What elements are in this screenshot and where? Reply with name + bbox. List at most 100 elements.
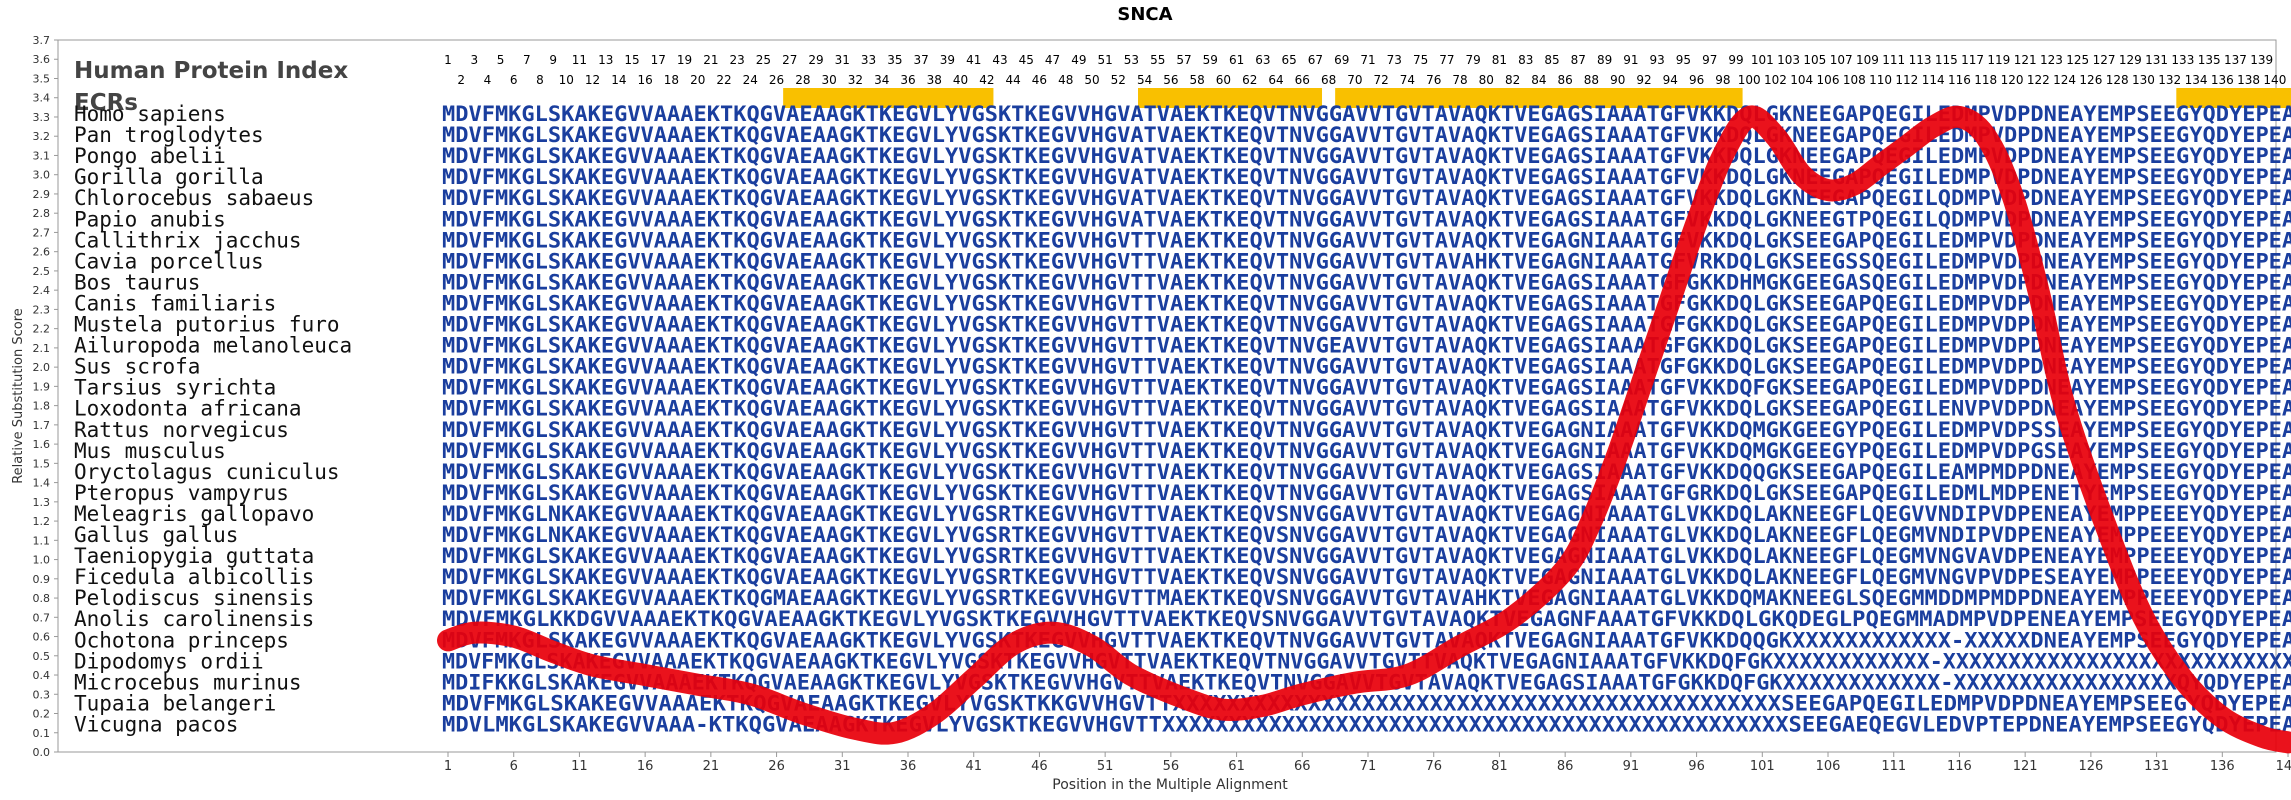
y-tick-label: 2.9: [33, 188, 51, 201]
x-tick-label: 106: [1816, 759, 1841, 774]
x-tick-label: 46: [1031, 759, 1048, 774]
y-tick-label: 1.2: [33, 515, 51, 528]
position-number-even: 104: [1790, 73, 1813, 87]
position-number-odd: 25: [756, 53, 771, 67]
position-number-odd: 37: [914, 53, 929, 67]
y-tick-label: 2.7: [33, 226, 51, 239]
position-number-even: 18: [664, 73, 679, 87]
position-number-odd: 79: [1466, 53, 1481, 67]
position-number-even: 124: [2053, 73, 2076, 87]
position-number-even: 10: [559, 73, 574, 87]
position-number-odd: 11: [572, 53, 587, 67]
position-number-odd: 137: [2224, 53, 2247, 67]
position-number-even: 108: [1843, 73, 1866, 87]
position-number-even: 80: [1479, 73, 1494, 87]
position-number-odd: 59: [1203, 53, 1218, 67]
species-name: Loxodonta africana: [74, 397, 302, 421]
position-number-even: 54: [1137, 73, 1152, 87]
position-number-odd: 97: [1702, 53, 1717, 67]
position-number-odd: 83: [1518, 53, 1533, 67]
y-tick-label: 0.5: [33, 650, 51, 663]
sequence-row: MDVFMKGLKKDGVVAAAEKTKQGVAEAAGKTKEGVLYVGS…: [442, 607, 2291, 631]
y-tick-label: 2.5: [33, 265, 51, 278]
x-tick-label: 41: [965, 759, 982, 774]
sequence-row: MDVFMKGLSKAKEGVVAAAEKTKQGVAEAAGKTKEGVLYV…: [442, 334, 2291, 358]
sequence-alignment: Homo sapiens MDVFMKGLSKAKEGVVAAAEKTKQGVAE…: [74, 102, 2291, 736]
x-tick-label: 61: [1228, 759, 1245, 774]
position-number-even: 112: [1895, 73, 1918, 87]
position-number-odd: 111: [1882, 53, 1905, 67]
position-number-odd: 69: [1334, 53, 1349, 67]
position-number-even: 22: [716, 73, 731, 87]
sequence-row: MDVFMKGLSKAKEGVVAAAEKTKQGVAEAAGKTKEGVLYV…: [442, 439, 2291, 463]
x-tick-label: 111: [1881, 759, 1906, 774]
sequence-row: MDVFMKGLNKAKEGVVAAAEKTKQGVAEAAGKTKEGVLYV…: [442, 502, 2291, 526]
x-tick-label: 96: [1688, 759, 1705, 774]
x-tick-label: 56: [1163, 759, 1180, 774]
position-number-odd: 93: [1650, 53, 1665, 67]
position-number-even: 44: [1006, 73, 1021, 87]
position-number-even: 74: [1400, 73, 1415, 87]
position-number-even: 116: [1948, 73, 1971, 87]
y-tick-label: 2.1: [33, 342, 51, 355]
y-tick-label: 3.2: [33, 130, 51, 143]
position-number-odd: 31: [835, 53, 850, 67]
position-number-odd: 87: [1571, 53, 1586, 67]
x-tick-label: 6: [510, 759, 518, 774]
position-number-odd: 95: [1676, 53, 1691, 67]
position-number-even: 82: [1505, 73, 1520, 87]
position-number-odd: 115: [1935, 53, 1958, 67]
y-tick-label: 1.1: [33, 534, 51, 547]
species-name: Oryctolagus cuniculus: [74, 460, 340, 484]
position-number-even: 110: [1869, 73, 1892, 87]
position-number-even: 70: [1347, 73, 1362, 87]
position-number-odd: 125: [2066, 53, 2089, 67]
ecr-bar: [783, 88, 994, 108]
position-number-even: 28: [795, 73, 810, 87]
x-tick-label: 66: [1294, 759, 1311, 774]
x-tick-label: 121: [2013, 759, 2038, 774]
y-tick-label: 2.3: [33, 303, 51, 316]
position-number-odd: 91: [1623, 53, 1638, 67]
position-number-even: 84: [1531, 73, 1546, 87]
position-number-even: 122: [2027, 73, 2050, 87]
position-number-even: 88: [1584, 73, 1599, 87]
position-number-odd: 65: [1282, 53, 1297, 67]
sequence-row: MDVFMKGLSKAKEGVVAAAEKTKQGVAEAAGKTKEGVLYV…: [442, 460, 2291, 484]
y-tick-label: 2.4: [33, 284, 51, 297]
position-number-odd: 45: [1019, 53, 1034, 67]
ecr-bar: [2176, 88, 2291, 108]
x-tick-label: 1: [444, 759, 452, 774]
x-tick-label: 91: [1623, 759, 1640, 774]
x-tick-label: 141: [2276, 759, 2291, 774]
position-number-odd: 15: [624, 53, 639, 67]
y-tick-label: 3.5: [33, 72, 51, 85]
position-number-even: 96: [1689, 73, 1704, 87]
position-number-even: 78: [1452, 73, 1467, 87]
y-tick-label: 2.8: [33, 207, 51, 220]
species-name: Tupaia belangeri: [74, 691, 276, 715]
y-tick-label: 2.2: [33, 323, 51, 336]
position-number-odd: 51: [1098, 53, 1113, 67]
position-number-even: 4: [484, 73, 492, 87]
position-number-even: 24: [743, 73, 758, 87]
sequence-row: MDVFMKGLSKAKEGVVAAAEKTKQGVAEAAGKTKEGVLYV…: [442, 291, 2291, 315]
species-name: Rattus norvegicus: [74, 418, 289, 442]
sequence-row: MDVFMKGLSKAKEGVVAAAEKTKQGVAEAAGKTKEGVLYV…: [442, 270, 2291, 294]
position-number-even: 64: [1268, 73, 1283, 87]
position-number-even: 46: [1032, 73, 1047, 87]
x-tick-label: 76: [1425, 759, 1442, 774]
x-axis: 1 6 11 16 21 26 31 36 41 46 51 56 61 66 71 76 81 86 91 96 10…: [444, 752, 2291, 774]
y-tick-label: 0.4: [33, 669, 51, 682]
position-number-even: 120: [2001, 73, 2024, 87]
position-number-even: 2: [457, 73, 465, 87]
species-name: Ochotona princeps: [74, 628, 289, 652]
species-name: Homo sapiens: [74, 102, 226, 126]
position-number-even: 130: [2132, 73, 2155, 87]
position-number-even: 66: [1295, 73, 1310, 87]
y-tick-label: 1.3: [33, 496, 51, 509]
position-number-even: 62: [1242, 73, 1257, 87]
position-number-odd: 13: [598, 53, 613, 67]
sequence-row: MDVFMKGLSKAKEGVVAAAEKTKQGVAEAAGKTKEGVLYV…: [442, 481, 2291, 505]
position-number-odd: 67: [1308, 53, 1323, 67]
